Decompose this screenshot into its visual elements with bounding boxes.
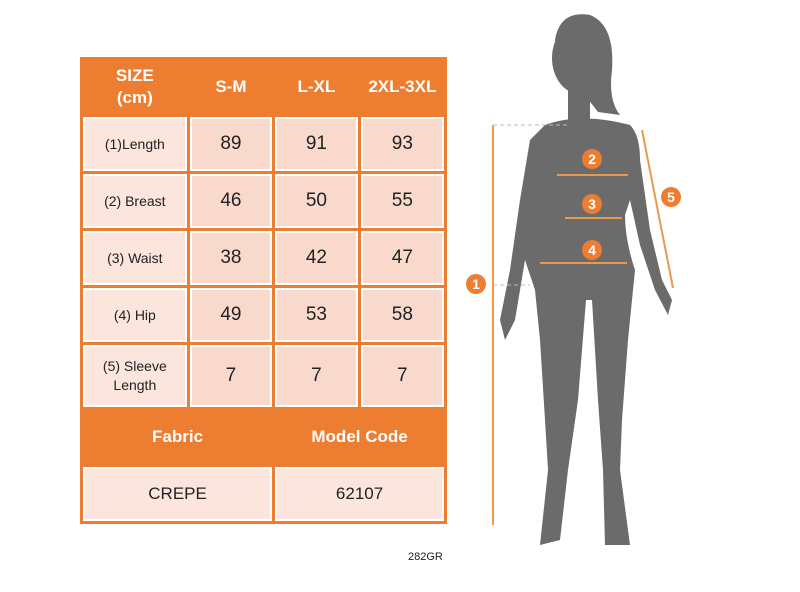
row-label: (2) Breast bbox=[80, 171, 190, 231]
cell-value: 7 bbox=[272, 342, 361, 410]
row-label: (1)Length bbox=[80, 114, 190, 174]
table-row: (2) Breast 46 50 55 bbox=[80, 171, 448, 231]
marker-1: 1 bbox=[472, 276, 480, 292]
product-code: 282GR bbox=[408, 551, 443, 563]
table-row: (3) Waist 38 42 47 bbox=[80, 228, 448, 288]
cell-value: 55 bbox=[357, 171, 448, 231]
table-row: (5) Sleeve Length 7 7 7 bbox=[80, 342, 448, 410]
fabric-value: CREPE bbox=[79, 464, 276, 524]
cell-value: 42 bbox=[272, 228, 361, 288]
marker-4: 4 bbox=[588, 242, 596, 258]
row-label: (4) Hip bbox=[80, 285, 190, 345]
row-label: (5) Sleeve Length bbox=[80, 342, 190, 410]
fabric-header: Fabric bbox=[79, 407, 276, 467]
marker-3: 3 bbox=[588, 196, 596, 212]
cell-value: 53 bbox=[272, 285, 361, 345]
table-row: (1)Length 89 91 93 bbox=[80, 114, 448, 174]
size-unit-header: SIZE (cm) bbox=[80, 57, 190, 117]
model-code-value: 62107 bbox=[272, 464, 447, 524]
silhouette bbox=[500, 14, 672, 545]
body-measurement-figure: 1 2 3 4 5 bbox=[466, 14, 681, 545]
sleeve-arrow bbox=[641, 129, 674, 289]
marker-5: 5 bbox=[667, 189, 675, 205]
marker-2: 2 bbox=[588, 151, 596, 167]
cell-value: 7 bbox=[357, 342, 448, 410]
table-row: (4) Hip 49 53 58 bbox=[80, 285, 448, 345]
cell-value: 58 bbox=[357, 285, 448, 345]
cell-value: 7 bbox=[186, 342, 276, 410]
size-header-2xl-3xl: 2XL-3XL bbox=[357, 57, 448, 117]
size-header-l-xl: L-XL bbox=[272, 57, 361, 117]
size-header-row: SIZE (cm) S-M L-XL 2XL-3XL bbox=[80, 57, 448, 117]
cell-value: 89 bbox=[186, 114, 276, 174]
model-code-header: Model Code bbox=[272, 407, 447, 467]
cell-value: 91 bbox=[272, 114, 361, 174]
info-header-row: Fabric Model Code bbox=[79, 407, 447, 467]
cell-value: 50 bbox=[272, 171, 361, 231]
cell-value: 38 bbox=[186, 228, 276, 288]
info-value-row: CREPE 62107 bbox=[79, 464, 447, 524]
size-header-s-m: S-M bbox=[186, 57, 276, 117]
cell-value: 93 bbox=[357, 114, 448, 174]
cell-value: 49 bbox=[186, 285, 276, 345]
row-label: (3) Waist bbox=[80, 228, 190, 288]
cell-value: 47 bbox=[357, 228, 448, 288]
cell-value: 46 bbox=[186, 171, 276, 231]
size-chart-table: SIZE (cm) S-M L-XL 2XL-3XL (1)Length 89 … bbox=[79, 57, 448, 524]
